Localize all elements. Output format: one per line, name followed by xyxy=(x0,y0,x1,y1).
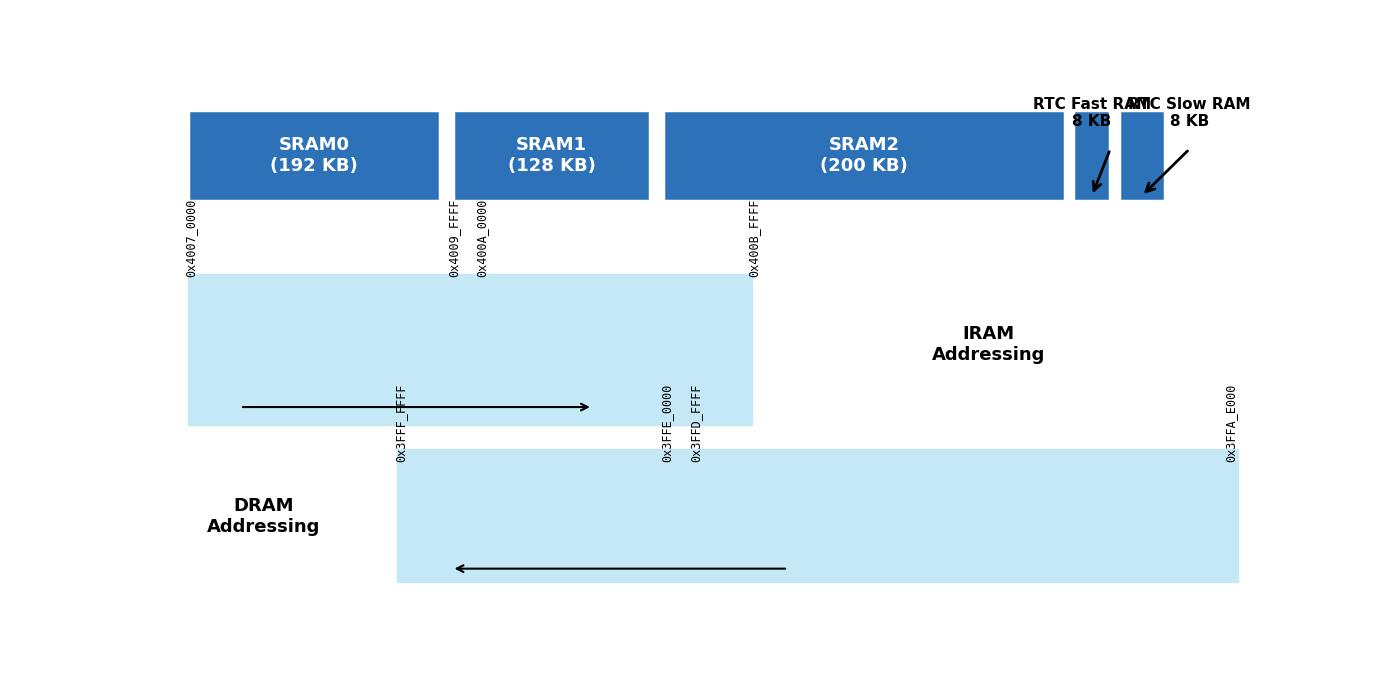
Text: 0x3FFE_0000: 0x3FFE_0000 xyxy=(659,383,673,462)
Text: DRAM
Addressing: DRAM Addressing xyxy=(207,497,321,536)
Text: 0x4009_FFFF: 0x4009_FFFF xyxy=(448,198,461,277)
Bar xyxy=(664,110,1065,201)
Bar xyxy=(398,449,1238,582)
Text: 0x3FFF_FFFF: 0x3FFF_FFFF xyxy=(395,383,407,462)
Text: 0x3FFD_FFFF: 0x3FFD_FFFF xyxy=(689,383,703,462)
Bar xyxy=(188,110,440,201)
Text: SRAM1
(128 KB): SRAM1 (128 KB) xyxy=(508,136,595,175)
Text: RTC Slow RAM
8 KB: RTC Slow RAM 8 KB xyxy=(1128,97,1250,129)
Text: RTC Fast RAM
8 KB: RTC Fast RAM 8 KB xyxy=(1033,97,1151,129)
Text: SRAM0
(192 KB): SRAM0 (192 KB) xyxy=(270,136,358,175)
Text: 0x3FFA_E000: 0x3FFA_E000 xyxy=(1224,383,1238,462)
Bar xyxy=(452,110,650,201)
Text: IRAM
Addressing: IRAM Addressing xyxy=(932,325,1046,364)
Text: 0x4007_0000: 0x4007_0000 xyxy=(185,198,197,277)
Bar xyxy=(1074,110,1110,201)
Text: SRAM2
(200 KB): SRAM2 (200 KB) xyxy=(820,136,907,175)
Text: 0x400B_FFFF: 0x400B_FFFF xyxy=(746,198,760,277)
Bar xyxy=(1119,110,1165,201)
Text: 0x400A_0000: 0x400A_0000 xyxy=(476,198,489,277)
Bar xyxy=(188,274,752,425)
